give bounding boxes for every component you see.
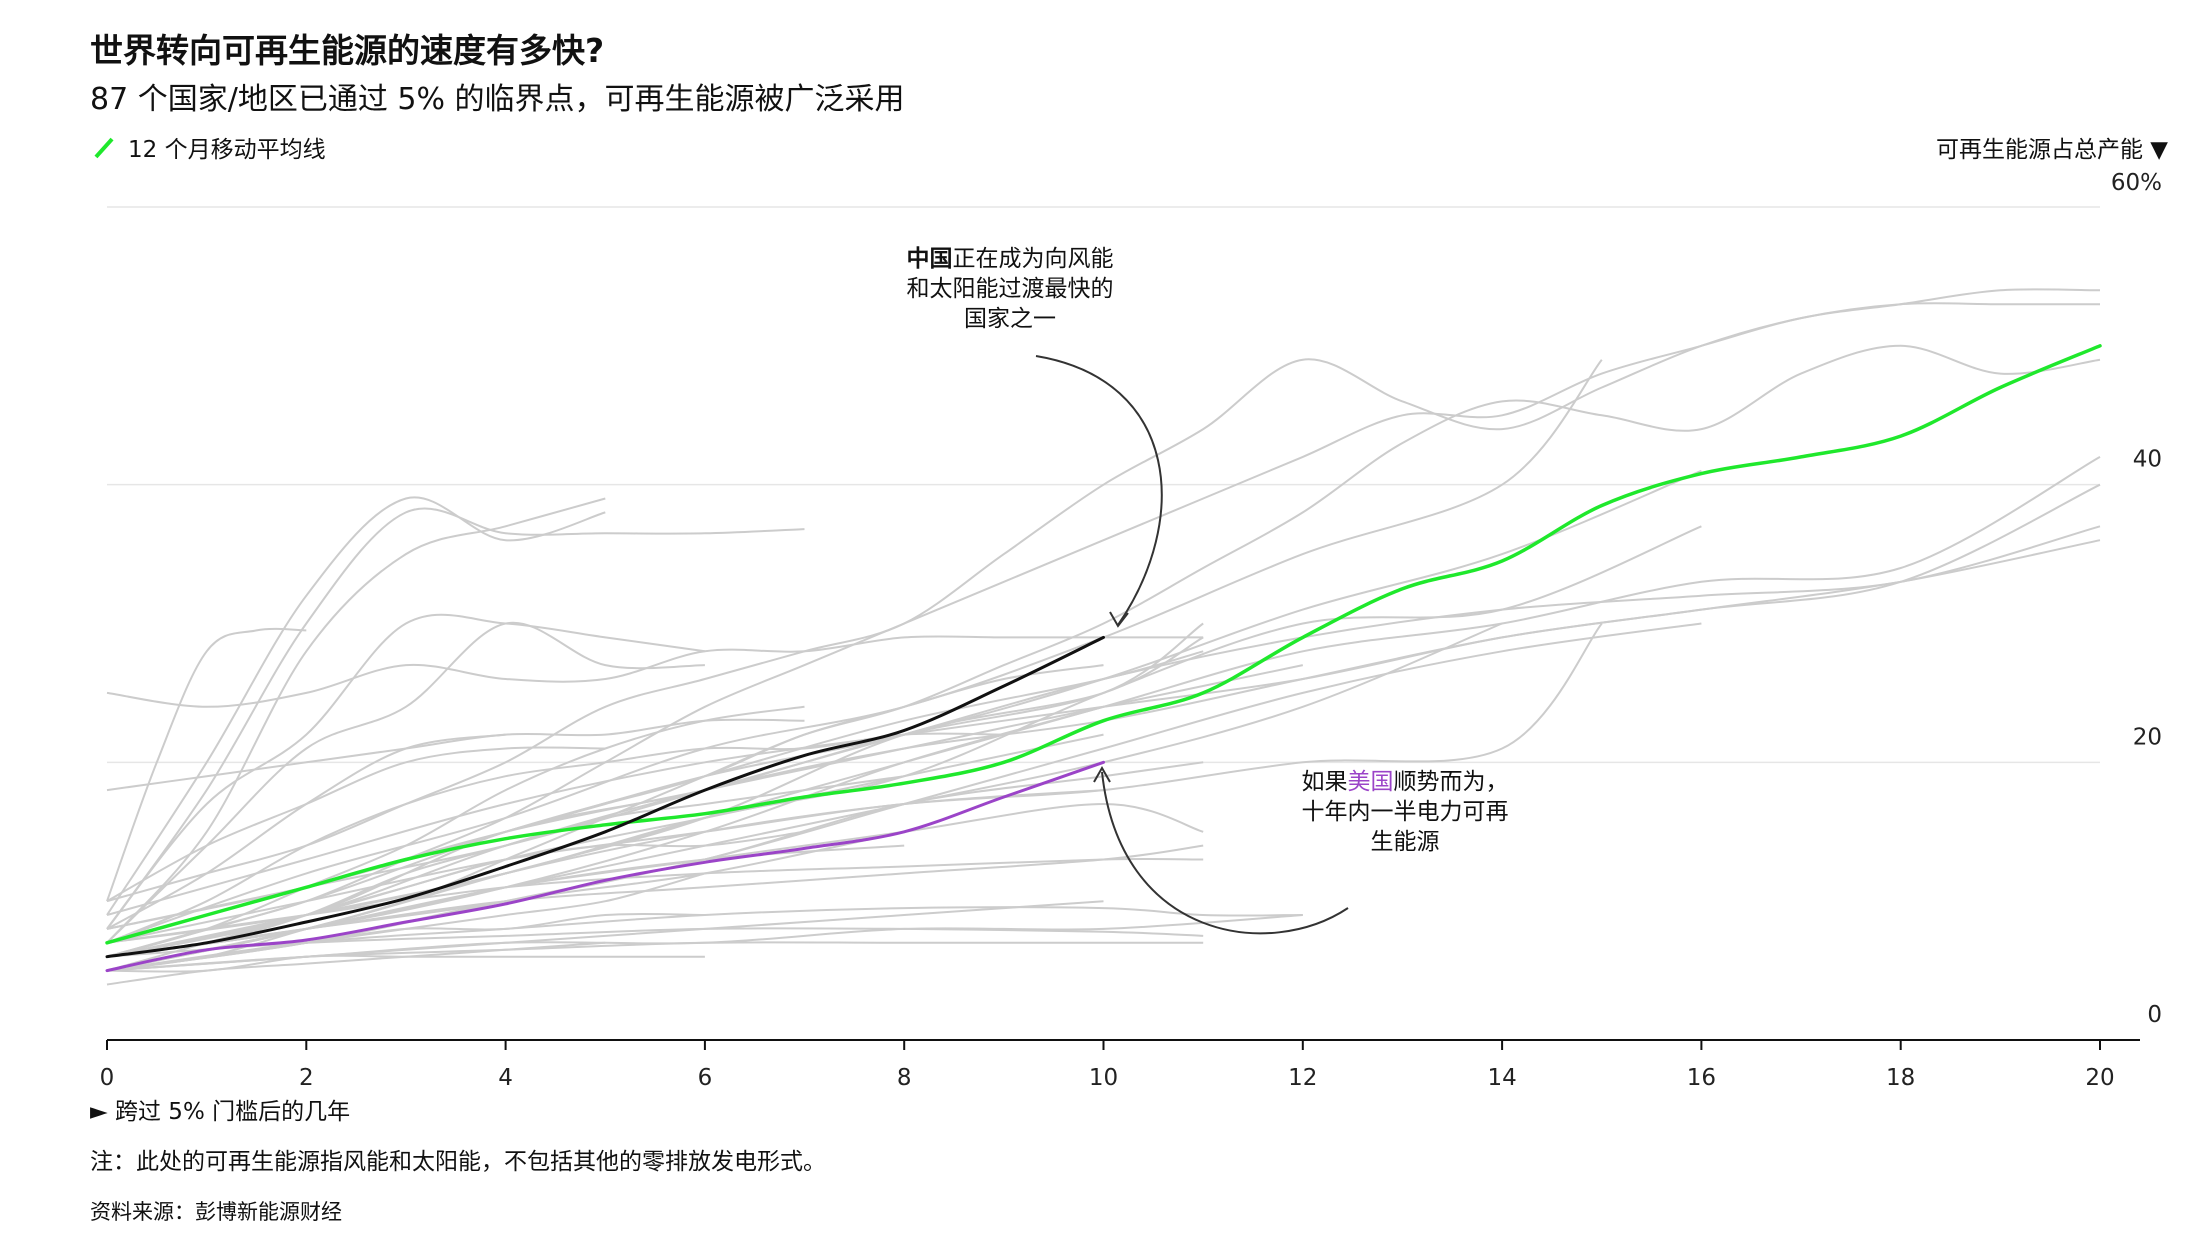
china-arrow xyxy=(1035,355,1163,626)
china-line1: 正在成为向风能 xyxy=(953,246,1114,272)
us-line3: 生能源 xyxy=(1371,829,1440,855)
background-series-line xyxy=(106,900,1104,972)
background-series-line xyxy=(106,705,1104,958)
background-series-line xyxy=(106,789,1104,972)
x-tick-label: 6 xyxy=(698,1065,713,1091)
svg-text:如果美国顺势而为，: 如果美国顺势而为， xyxy=(1302,769,1509,795)
background-series-line xyxy=(106,496,606,916)
us-name: 美国 xyxy=(1348,769,1394,795)
background-series-line xyxy=(106,497,606,944)
background-series-line xyxy=(106,830,905,972)
source: 资料来源：彭博新能源财经 xyxy=(90,1200,342,1224)
x-tick-label: 10 xyxy=(1089,1065,1118,1091)
annotation-us: 如果美国顺势而为， 十年内一半电力可再 生能源 xyxy=(1302,769,1509,855)
background-series-line xyxy=(106,732,1004,944)
y-axis-label-text: 可再生能源占总产能 xyxy=(1936,137,2143,163)
background-series-line xyxy=(106,613,706,930)
x-axis-label: ► 跨过 5% 门槛后的几年 xyxy=(90,1099,351,1125)
background-series-line xyxy=(106,650,1204,958)
background-series-line xyxy=(106,288,2101,958)
background-series-line xyxy=(106,507,805,930)
annotation-arrows xyxy=(1035,355,1349,935)
china-line3: 国家之一 xyxy=(964,306,1056,332)
background-series-line xyxy=(106,733,1104,958)
background-series-line xyxy=(106,718,805,792)
y-tick-label: 60% xyxy=(2111,170,2162,196)
background-series-line xyxy=(106,635,1204,708)
background-series-line xyxy=(106,941,606,986)
x-tick-label: 18 xyxy=(1886,1065,1915,1091)
background-series-line xyxy=(106,705,805,958)
china-line2: 和太阳能过渡最快的 xyxy=(907,276,1114,302)
x-tick-label: 14 xyxy=(1487,1065,1516,1091)
background-series-line xyxy=(106,746,606,903)
x-tick-label: 16 xyxy=(1687,1065,1716,1091)
x-tick-label: 20 xyxy=(2085,1065,2114,1091)
background-series-line xyxy=(106,525,2101,930)
annotation-china: 中国正在成为向风能 和太阳能过渡最快的 国家之一 xyxy=(907,246,1114,332)
highlight-series-line-0 xyxy=(105,344,2102,945)
us-line1-pre: 如果 xyxy=(1302,769,1348,795)
background-series-line xyxy=(106,359,1603,944)
china-name: 中国 xyxy=(907,246,953,272)
highlight-series-line-2 xyxy=(105,760,1105,973)
background-series-line xyxy=(106,344,2101,944)
chart-subtitle: 87 个国家/地区已通过 5% 的临界点，可再生能源被广泛采用 xyxy=(90,82,905,117)
chart-title: 世界转向可再生能源的速度有多快? xyxy=(90,31,605,70)
highlight-series-group xyxy=(105,344,2102,973)
legend-label: 12 个月移动平均线 xyxy=(128,137,326,163)
x-tick-label: 0 xyxy=(100,1065,115,1091)
x-tick-label: 2 xyxy=(299,1065,314,1091)
us-line1-post: 顺势而为， xyxy=(1394,769,1509,795)
background-series-line xyxy=(106,664,1104,972)
legend: 12 个月移动平均线 xyxy=(90,130,326,164)
highlight-series-line-1 xyxy=(105,635,1105,959)
us-line2: 十年内一半电力可再 xyxy=(1302,799,1509,825)
background-series-line xyxy=(106,906,1303,972)
svg-text:中国正在成为向风能: 中国正在成为向风能 xyxy=(907,246,1114,272)
us-arrow xyxy=(1101,771,1349,935)
y-tick-label: 0 xyxy=(2147,1002,2162,1028)
y-tick-label: 40 xyxy=(2133,447,2162,473)
us-arrowhead xyxy=(1093,765,1111,783)
background-series-line xyxy=(106,469,1702,930)
y-tick-label: 20 xyxy=(2133,724,2162,750)
background-series-line xyxy=(106,954,705,973)
china-arrowhead xyxy=(1109,611,1129,628)
background-series-line xyxy=(106,456,2101,944)
x-tick-label: 12 xyxy=(1288,1065,1317,1091)
axes: 0 20 40 60% 0 2 4 6 8 10 12 14 16 18 20 xyxy=(100,170,2162,1091)
background-series-line xyxy=(106,302,2100,903)
background-series-line xyxy=(106,627,307,902)
x-tick-label: 8 xyxy=(897,1065,912,1091)
x-tick-label: 4 xyxy=(498,1065,513,1091)
footnote: 注：此处的可再生能源指风能和太阳能，不包括其他的零排放发电形式。 xyxy=(90,1149,826,1175)
y-axis-label: 可再生能源占总产能 ▼ xyxy=(1936,137,2168,163)
background-series-group xyxy=(106,288,2101,986)
